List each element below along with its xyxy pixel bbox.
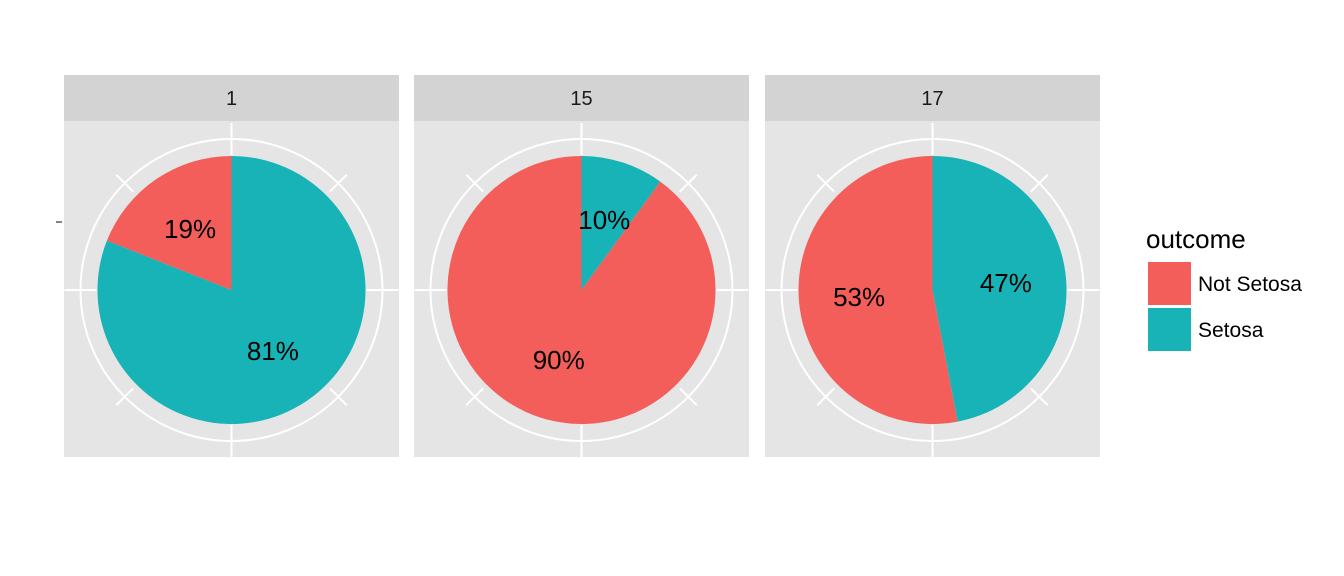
legend-title: outcome bbox=[1146, 224, 1246, 254]
legend-key-setosa bbox=[1148, 308, 1191, 351]
facet-strip bbox=[414, 75, 749, 121]
slice-label: 90% bbox=[533, 345, 585, 375]
slice-label: 10% bbox=[578, 205, 630, 235]
facet-panel-1: 1 81% 19% bbox=[64, 75, 399, 457]
polar-grid-tick bbox=[329, 174, 348, 193]
pie-slice-not-setosa bbox=[447, 156, 716, 424]
legend-label: Setosa bbox=[1198, 319, 1264, 342]
facet-strip-label: 17 bbox=[921, 88, 943, 110]
polar-grid-tick bbox=[679, 174, 698, 193]
facet-strip bbox=[64, 75, 399, 121]
facet-strip-label: 1 bbox=[226, 88, 237, 110]
slice-label: 53% bbox=[833, 282, 885, 312]
legend-label: Not Setosa bbox=[1198, 273, 1302, 296]
pie-slice-setosa bbox=[581, 156, 661, 290]
legend-items: Not Setosa Setosa bbox=[1148, 262, 1302, 351]
facet-strip bbox=[765, 75, 1100, 121]
pie-slice-not-setosa bbox=[798, 156, 958, 424]
polar-grid-tick bbox=[115, 174, 134, 193]
polar-grid-tick bbox=[679, 387, 698, 406]
pie-slice-setosa bbox=[97, 156, 366, 424]
polar-grid-tick bbox=[816, 387, 835, 406]
facet-panels: 1 81% 19% 15 10% 90% 17 47% 53% bbox=[64, 75, 1100, 457]
polar-grid-tick bbox=[1030, 387, 1049, 406]
slice-label: 19% bbox=[164, 214, 216, 244]
polar-grid-tick bbox=[329, 387, 348, 406]
pie-slice-setosa bbox=[932, 156, 1067, 422]
polar-grid-tick bbox=[465, 387, 484, 406]
slice-label: 47% bbox=[980, 268, 1032, 298]
facet-panel-17: 17 47% 53% bbox=[765, 75, 1100, 457]
polar-grid-tick bbox=[465, 174, 484, 193]
polar-grid-tick bbox=[816, 174, 835, 193]
pie-slice-not-setosa bbox=[106, 156, 232, 290]
slice-label: 81% bbox=[247, 336, 299, 366]
facet-strip-label: 15 bbox=[570, 88, 592, 110]
polar-grid-tick bbox=[115, 387, 134, 406]
legend-key-not-setosa bbox=[1148, 262, 1191, 305]
legend: outcome Not Setosa Setosa bbox=[1146, 224, 1302, 351]
polar-grid-tick bbox=[1030, 174, 1049, 193]
facet-panel-15: 15 10% 90% bbox=[414, 75, 749, 457]
